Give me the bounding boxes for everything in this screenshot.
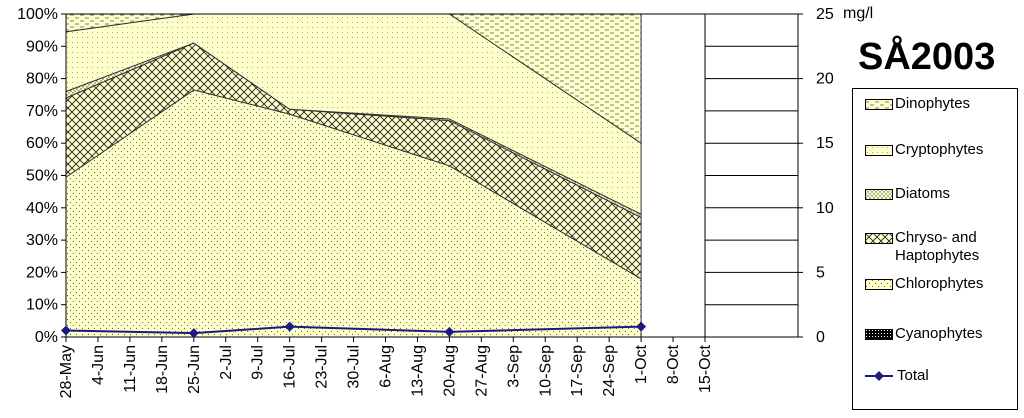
right-axis-unit-label: mg/l	[843, 5, 873, 22]
left-tick-label: 80%	[26, 71, 58, 88]
legend-label-cryptophytes: Cryptophytes	[895, 141, 984, 158]
x-tick-label: 15-Oct	[697, 344, 714, 393]
x-tick-label: 4-Jun	[90, 345, 107, 385]
x-tick-label: 23-Jul	[314, 345, 331, 389]
legend-label-dinophytes: Dinophytes	[895, 95, 971, 112]
legend-label-diatoms: Diatoms	[895, 185, 951, 202]
legend-swatch-chlorophytes	[865, 279, 893, 290]
x-tick-label: 25-Jun	[186, 345, 203, 394]
legend-item-total: Total	[865, 367, 929, 385]
left-tick-label: 50%	[26, 168, 58, 185]
left-tick-label: 0%	[35, 329, 58, 346]
legend-swatch-total	[865, 371, 893, 381]
right-tick-label: 5	[816, 264, 825, 281]
x-tick-label: 11-Jun	[122, 345, 139, 393]
legend-label-total: Total	[897, 367, 929, 384]
legend-swatch-cyanophytes	[865, 329, 893, 340]
x-tick-label: 3-Sep	[505, 345, 522, 388]
left-tick-label: 40%	[26, 200, 58, 217]
legend: Dinophytes Cryptophytes Diatoms Chryso- and…	[852, 88, 1018, 410]
total-point	[636, 321, 647, 332]
legend-item-chlorophytes: Chlorophytes	[865, 275, 983, 293]
right-tick-label: 10	[816, 200, 834, 217]
total-point	[284, 321, 295, 332]
chart-title: SÅ2003	[858, 36, 996, 78]
x-tick-label: 6-Aug	[378, 345, 395, 388]
legend-label-chlorophytes: Chlorophytes	[895, 275, 984, 292]
x-tick-label: 18-Jun	[154, 345, 171, 394]
x-tick-label: 27-Aug	[473, 345, 490, 397]
legend-item-chryso-and-haptophytes: Chryso- and Haptophytes	[865, 229, 1024, 265]
legend-label-cyanophytes: Cyanophytes	[895, 325, 983, 342]
legend-swatch-dinophytes	[865, 99, 893, 110]
x-tick-label: 17-Sep	[569, 345, 586, 397]
total-point	[444, 326, 455, 337]
legend-label-chryso-and-haptophytes: Chryso- and Haptophytes	[895, 229, 980, 264]
right-tick-label: 0	[816, 329, 825, 346]
x-tick-label: 2-Jul	[218, 345, 235, 380]
x-tick-label: 24-Sep	[601, 345, 618, 397]
x-tick-label: 10-Sep	[537, 345, 554, 397]
right-tick-label: 20	[816, 71, 834, 88]
total-point	[61, 325, 71, 336]
legend-item-dinophytes: Dinophytes	[865, 95, 970, 113]
x-tick-label: 16-Jul	[282, 345, 299, 389]
legend-item-diatoms: Diatoms	[865, 185, 950, 203]
left-tick-label: 10%	[26, 297, 58, 314]
x-tick-label: 20-Aug	[441, 345, 458, 397]
left-tick-label: 60%	[26, 135, 58, 152]
left-tick-label: 90%	[26, 38, 58, 55]
x-tick-label: 8-Oct	[665, 344, 682, 384]
x-tick-label: 9-Jul	[250, 345, 267, 380]
x-tick-label: 13-Aug	[409, 345, 426, 397]
legend-swatch-chryso-and-haptophytes	[865, 233, 893, 244]
right-tick-label: 15	[816, 135, 834, 152]
total-point	[188, 328, 199, 339]
x-tick-label: 30-Jul	[346, 345, 363, 389]
right-tick-label: 25	[816, 6, 834, 23]
left-tick-label: 30%	[26, 232, 58, 249]
x-tick-label: 1-Oct	[633, 344, 650, 384]
left-tick-label: 70%	[26, 103, 58, 120]
legend-item-cryptophytes: Cryptophytes	[865, 141, 983, 159]
legend-item-cyanophytes: Cyanophytes	[865, 325, 983, 343]
left-tick-label: 100%	[17, 6, 58, 23]
x-tick-label: 28-May	[58, 345, 75, 398]
legend-swatch-diatoms	[865, 189, 893, 200]
legend-swatch-cryptophytes	[865, 145, 893, 156]
left-tick-label: 20%	[26, 264, 58, 281]
